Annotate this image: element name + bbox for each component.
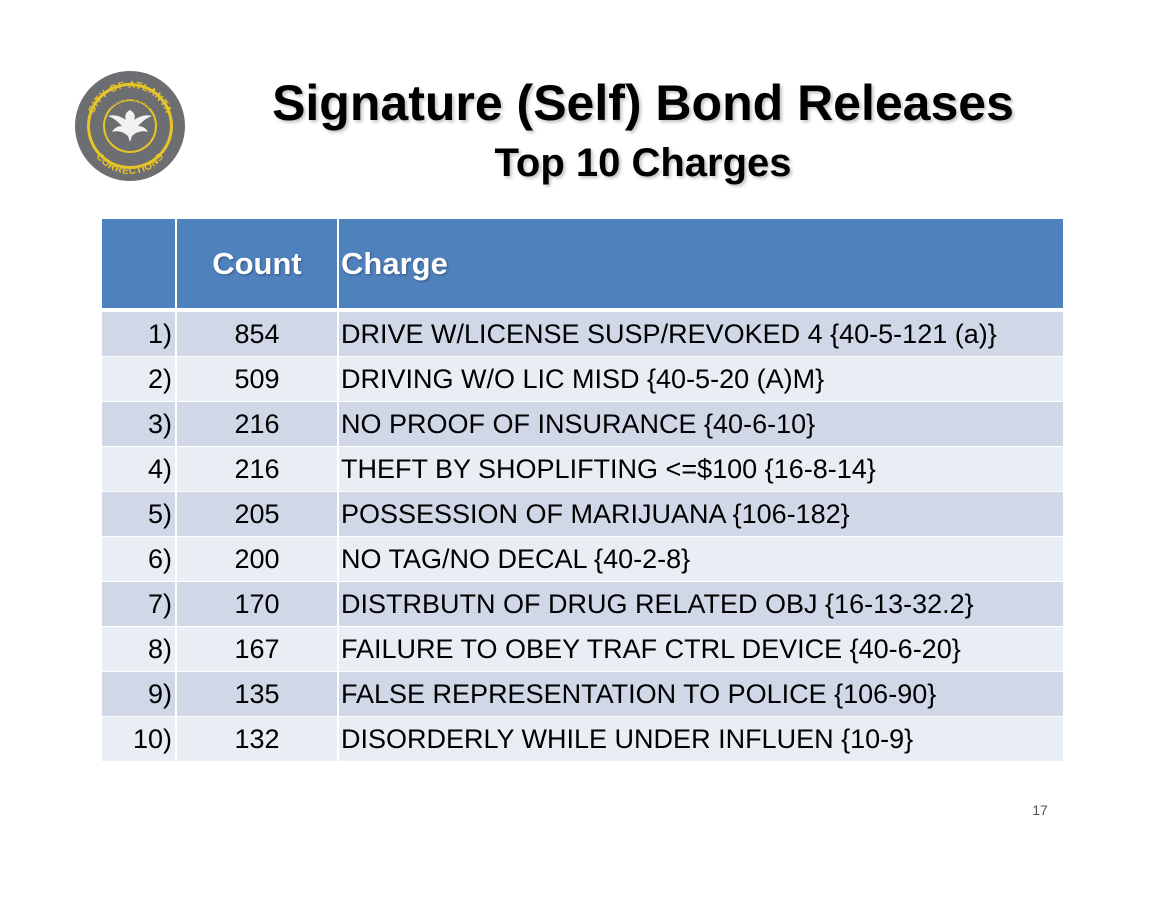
row-rank: 9): [102, 671, 177, 717]
table-row: 1) 854 DRIVE W/LICENSE SUSP/REVOKED 4 {4…: [102, 309, 1063, 357]
row-rank: 3): [102, 401, 177, 447]
table-row: 7) 170 DISTRBUTN OF DRUG RELATED OBJ {16…: [102, 581, 1063, 627]
row-count: 216: [176, 401, 339, 447]
row-rank: 7): [102, 581, 177, 627]
table-row: 8) 167 FAILURE TO OBEY TRAF CTRL DEVICE …: [102, 626, 1063, 672]
city-of-atlanta-corrections-seal: CITY OF ATLANTA RESURGENS 1847 ATLANTA, …: [74, 70, 186, 182]
column-header-charge: Charge: [338, 219, 1063, 312]
row-count: 167: [176, 626, 339, 672]
row-count: 135: [176, 671, 339, 717]
row-charge: DRIVE W/LICENSE SUSP/REVOKED 4 {40-5-121…: [338, 309, 1063, 357]
row-rank: 10): [102, 716, 177, 761]
row-rank: 4): [102, 446, 177, 492]
row-rank: 8): [102, 626, 177, 672]
row-count: 132: [176, 716, 339, 761]
row-count: 200: [176, 536, 339, 582]
row-count: 170: [176, 581, 339, 627]
top-charges-table: Count Charge 1) 854 DRIVE W/LICENSE SUSP…: [102, 219, 1063, 761]
row-charge: DRIVING W/O LIC MISD {40-5-20 (A)M}: [338, 356, 1063, 402]
table-header-row: Count Charge: [102, 219, 1063, 312]
row-charge: DISTRBUTN OF DRUG RELATED OBJ {16-13-32.…: [338, 581, 1063, 627]
page-number: 17: [1032, 802, 1048, 818]
row-rank: 2): [102, 356, 177, 402]
page-title: Signature (Self) Bond Releases: [272, 75, 1014, 131]
row-charge: NO PROOF OF INSURANCE {40-6-10}: [338, 401, 1063, 447]
table-row: 5) 205 POSSESSION OF MARIJUANA {106-182}: [102, 491, 1063, 537]
row-charge: FAILURE TO OBEY TRAF CTRL DEVICE {40-6-2…: [338, 626, 1063, 672]
row-charge: POSSESSION OF MARIJUANA {106-182}: [338, 491, 1063, 537]
row-rank: 6): [102, 536, 177, 582]
row-charge: NO TAG/NO DECAL {40-2-8}: [338, 536, 1063, 582]
row-count: 509: [176, 356, 339, 402]
page-subtitle: Top 10 Charges: [494, 141, 792, 185]
row-charge: FALSE REPRESENTATION TO POLICE {106-90}: [338, 671, 1063, 717]
row-count: 216: [176, 446, 339, 492]
table-row: 2) 509 DRIVING W/O LIC MISD {40-5-20 (A)…: [102, 356, 1063, 402]
row-count: 205: [176, 491, 339, 537]
table-row: 4) 216 THEFT BY SHOPLIFTING <=$100 {16-8…: [102, 446, 1063, 492]
seal-emblem-icon: CITY OF ATLANTA RESURGENS 1847 ATLANTA, …: [75, 71, 185, 181]
row-count: 854: [176, 309, 339, 357]
row-rank: 5): [102, 491, 177, 537]
row-charge: DISORDERLY WHILE UNDER INFLUEN {10-9}: [338, 716, 1063, 761]
row-rank: 1): [102, 309, 177, 357]
table-row: 9) 135 FALSE REPRESENTATION TO POLICE {1…: [102, 671, 1063, 717]
row-charge: THEFT BY SHOPLIFTING <=$100 {16-8-14}: [338, 446, 1063, 492]
table-row: 3) 216 NO PROOF OF INSURANCE {40-6-10}: [102, 401, 1063, 447]
column-header-count: Count: [176, 219, 339, 312]
column-header-rank: [102, 219, 177, 312]
table-row: 6) 200 NO TAG/NO DECAL {40-2-8}: [102, 536, 1063, 582]
table-row: 10) 132 DISORDERLY WHILE UNDER INFLUEN {…: [102, 716, 1063, 761]
